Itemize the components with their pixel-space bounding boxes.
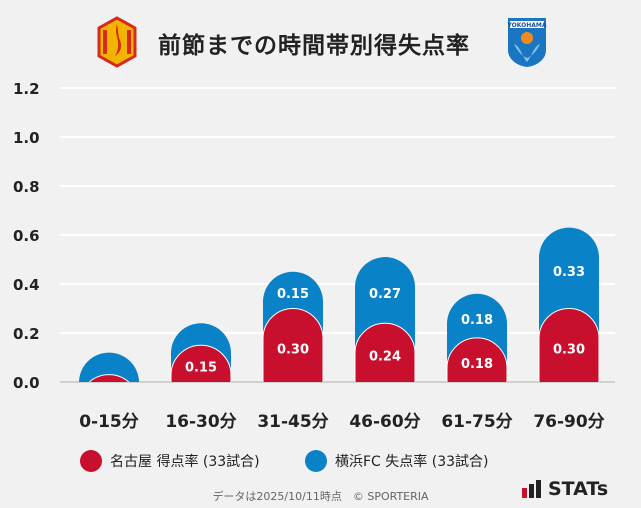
bar-home bbox=[354, 322, 416, 382]
legend-swatch-blue bbox=[305, 450, 327, 472]
y-tick-label: 0.2 bbox=[13, 325, 40, 343]
legend-item-home: 名古屋 得点率 (33試合) bbox=[80, 450, 260, 472]
footer-note: データは2025/10/11時点 © SPORTERIA bbox=[212, 490, 429, 503]
x-tick-label: 0-15分 bbox=[79, 412, 139, 432]
bar-home bbox=[88, 374, 130, 382]
data-label-away: 0.27 bbox=[369, 287, 401, 302]
stats-brand: STATs bbox=[548, 478, 609, 500]
data-label-away: 0.15 bbox=[277, 287, 309, 302]
legend-item-away: 横浜FC 失点率 (33試合) bbox=[305, 450, 488, 472]
data-label-away: 0.18 bbox=[461, 313, 493, 328]
y-tick-label: 1.2 bbox=[13, 80, 40, 98]
legend-swatch-red bbox=[80, 450, 102, 472]
data-label-home: 0.30 bbox=[277, 342, 309, 357]
bar-chart: 0.0 0.2 0.4 0.6 0.8 1.0 1.2 0.15 0.30 0.15 0.24 0.2… bbox=[13, 80, 615, 432]
legend-label: 横浜FC 失点率 (33試合) bbox=[335, 454, 489, 470]
svg-text:YOKOHAMA: YOKOHAMA bbox=[507, 22, 547, 29]
chart-title: 前節までの時間帯別得失点率 bbox=[158, 33, 470, 59]
y-tick-label: 1.0 bbox=[13, 129, 40, 147]
y-tick-label: 0.0 bbox=[13, 374, 40, 392]
x-tick-label: 31-45分 bbox=[257, 412, 328, 432]
x-tick-label: 61-75分 bbox=[441, 412, 512, 432]
bar-home bbox=[170, 344, 232, 382]
stats-logo: STATs bbox=[522, 478, 608, 500]
bar-home bbox=[446, 337, 508, 382]
data-label-home: 0.30 bbox=[553, 342, 585, 357]
y-tick-label: 0.4 bbox=[13, 276, 40, 294]
data-label-home: 0.24 bbox=[369, 350, 401, 365]
data-label-home: 0.15 bbox=[185, 361, 217, 376]
legend-label: 名古屋 得点率 (33試合) bbox=[110, 454, 260, 470]
x-tick-label: 76-90分 bbox=[533, 412, 604, 432]
y-tick-label: 0.6 bbox=[13, 227, 40, 245]
x-tick-label: 16-30分 bbox=[165, 412, 236, 432]
data-label-away: 0.33 bbox=[553, 265, 585, 280]
yokohama-fc-crest-icon: YOKOHAMA bbox=[507, 18, 547, 67]
bar-home bbox=[262, 308, 324, 382]
data-label-home: 0.18 bbox=[461, 357, 493, 372]
nagoya-crest-icon bbox=[97, 16, 137, 68]
y-tick-label: 0.8 bbox=[13, 178, 40, 196]
stats-bars-icon bbox=[522, 480, 541, 498]
x-tick-label: 46-60分 bbox=[349, 412, 420, 432]
bar-away bbox=[79, 352, 139, 382]
bar-home bbox=[538, 308, 600, 382]
